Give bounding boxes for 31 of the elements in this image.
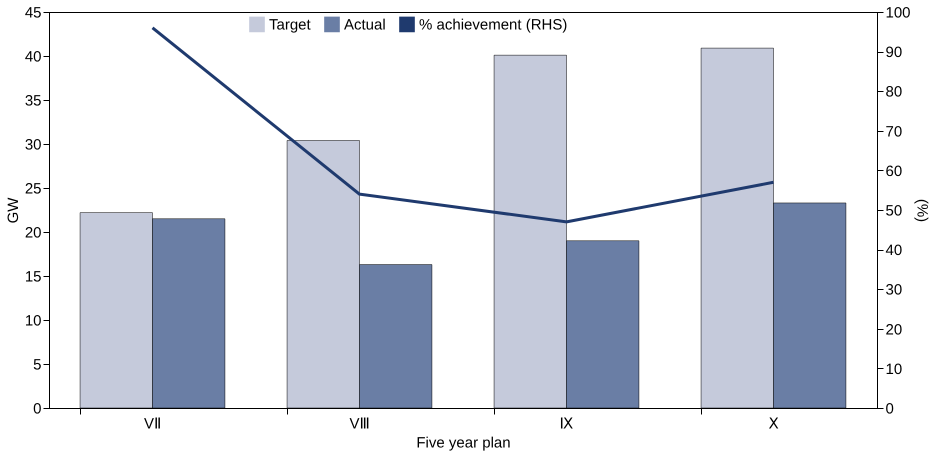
y-axis-title: GW xyxy=(4,196,22,224)
y-tick-label: 35 xyxy=(24,92,42,110)
y2-axis-title: (%) xyxy=(914,198,931,222)
x-axis-title: Five year plan xyxy=(416,434,511,452)
y-tick-label: 0 xyxy=(33,400,42,418)
y2-tick-label: 60 xyxy=(886,162,902,180)
y2-tick-label: 80 xyxy=(886,84,902,101)
y2-tick-label: 50 xyxy=(886,202,902,220)
x-tick-label: Ⅹ xyxy=(768,416,778,432)
y2-tick-label: 70 xyxy=(886,123,902,140)
y-tick-label: 20 xyxy=(24,224,42,242)
y-tick-label: 25 xyxy=(24,180,42,198)
y-tick-label: 45 xyxy=(24,4,42,22)
y-tick-label: 10 xyxy=(24,312,42,330)
y-tick-label: 15 xyxy=(24,268,42,286)
x-tick-label: VⅡ xyxy=(144,416,162,432)
y2-tick-label: 0 xyxy=(886,400,894,418)
y-tick-label: 5 xyxy=(33,356,42,374)
y2-tick-label: 30 xyxy=(886,282,902,299)
legend-label: Actual xyxy=(344,16,386,34)
legend-label: Target xyxy=(269,16,312,34)
y2-tick-label: 10 xyxy=(886,360,902,378)
y2-tick-label: 20 xyxy=(886,321,902,338)
y2-tick-label: 90 xyxy=(886,44,902,62)
y2-tick-label: 100 xyxy=(886,4,911,22)
y2-tick-label: 40 xyxy=(886,242,902,260)
x-tick-label: Ⅸ xyxy=(560,416,574,432)
y-tick-label: 30 xyxy=(24,136,42,154)
y-tick-label: 40 xyxy=(24,48,42,66)
legend-label: % achievement (RHS) xyxy=(419,16,568,34)
x-tick-label: VⅢ xyxy=(349,416,370,432)
